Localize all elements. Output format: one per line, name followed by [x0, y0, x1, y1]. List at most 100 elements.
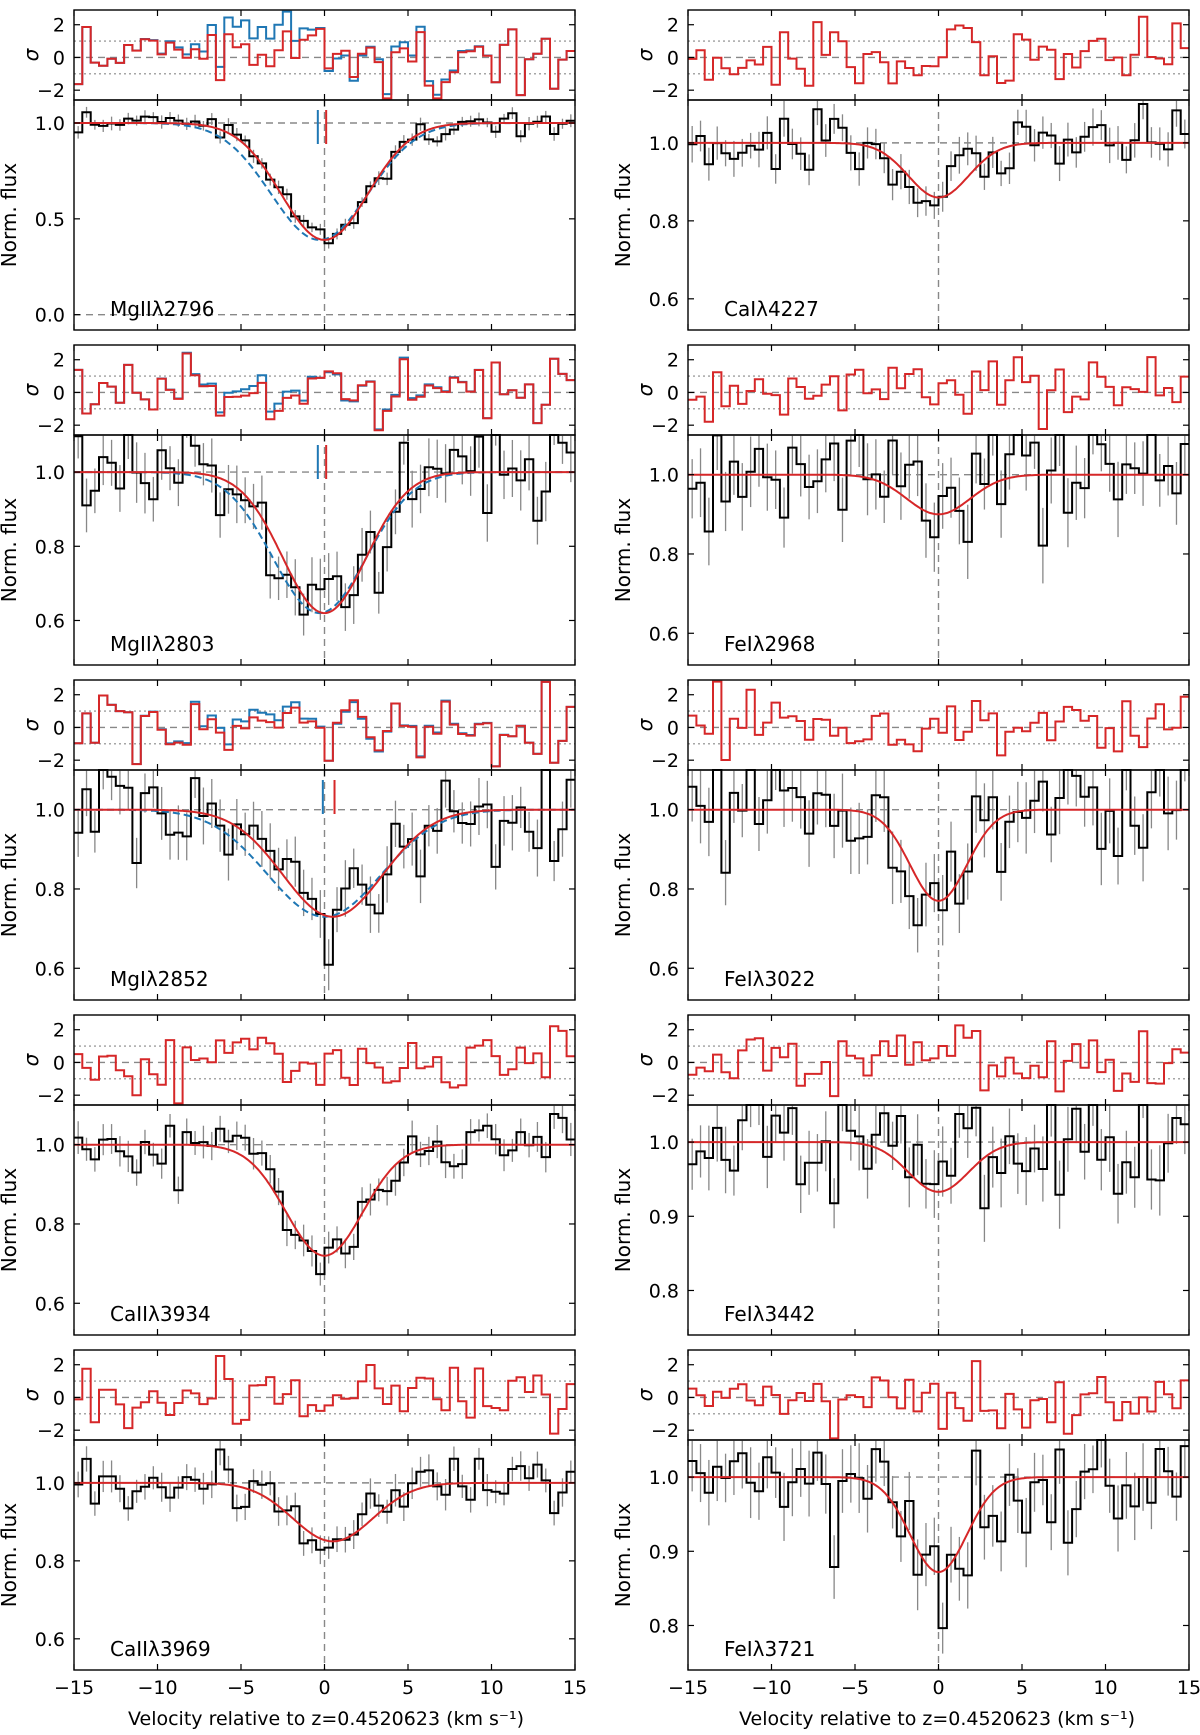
xtick-label: −15 — [668, 1677, 708, 1699]
transition-label: FeIλ3022 — [724, 967, 815, 991]
panel-4: −2 0 2σ 0.6 0.8 1.0 Norm. flux MgIλ2852 — [0, 679, 576, 1001]
transition-label: CaIIλ3934 — [110, 1302, 211, 1326]
resid-y-axis-label: σ — [633, 1387, 657, 1401]
panel-5: −2 0 2σ 0.6 0.8 1.0 Norm. flux FeIλ3022 — [611, 679, 1190, 1001]
model-blue-dashed — [74, 808, 575, 918]
resid-ytick-label: −2 — [37, 750, 65, 772]
flux-ytick-label: 1.0 — [649, 1132, 679, 1154]
model-red-fit — [74, 471, 575, 615]
flux-data-series — [688, 103, 1189, 207]
flux-ytick-label: 0.8 — [649, 1615, 679, 1637]
flux-y-axis-label: Norm. flux — [0, 163, 21, 268]
resid-ytick-label: 2 — [53, 350, 65, 372]
resid-ytick-label: −2 — [651, 80, 679, 102]
flux-ytick-label: 1.0 — [35, 113, 65, 135]
flux-y-axis-label: Norm. flux — [0, 1503, 21, 1608]
resid-red-series — [688, 1024, 1189, 1098]
xtick-label: −10 — [751, 1677, 791, 1699]
resid-y-axis-label: σ — [19, 382, 43, 396]
flux-ytick-label: 0.8 — [649, 1280, 679, 1302]
flux-ytick-label: 0.6 — [649, 958, 679, 980]
resid-red-series — [688, 15, 1189, 87]
transition-label: MgIIλ2803 — [110, 632, 214, 656]
resid-ytick-label: 0 — [53, 1052, 65, 1074]
xtick-label: −5 — [841, 1677, 869, 1699]
xtick-label: −15 — [54, 1677, 94, 1699]
resid-y-axis-label: σ — [633, 382, 657, 396]
resid-ytick-label: 2 — [667, 1355, 679, 1377]
resid-red-series — [74, 26, 575, 100]
resid-ytick-label: 2 — [667, 15, 679, 37]
resid-ytick-label: 2 — [667, 1020, 679, 1042]
resid-ytick-label: 0 — [667, 1052, 679, 1074]
x-axis-label-left: Velocity relative to z=0.4520623 (km s⁻¹… — [128, 1708, 524, 1730]
flux-data-series — [74, 434, 575, 616]
resid-y-axis-label: σ — [633, 47, 657, 61]
flux-y-axis-label: Norm. flux — [611, 498, 635, 603]
resid-ytick-label: 2 — [53, 1355, 65, 1377]
transition-label: FeIλ3721 — [724, 1637, 815, 1661]
model-red-fit — [74, 1481, 575, 1543]
xtick-label: −10 — [137, 1677, 177, 1699]
flux-ytick-label: 0.8 — [35, 1551, 65, 1573]
flux-ytick-label: 0.5 — [35, 209, 65, 231]
flux-ytick-label: 0.6 — [35, 1293, 65, 1315]
flux-data-series — [688, 1104, 1189, 1210]
flux-ytick-label: 1.0 — [649, 1467, 679, 1489]
resid-red-series — [74, 352, 575, 432]
resid-ytick-label: −2 — [37, 415, 65, 437]
flux-data-series — [74, 1113, 575, 1276]
resid-ytick-label: 2 — [667, 350, 679, 372]
flux-ytick-label: 0.9 — [649, 1206, 679, 1228]
panel-2: −2 0 2σ 0.6 0.8 1.0 Norm. flux MgIIλ2803 — [0, 344, 576, 666]
flux-ytick-label: 1.0 — [649, 133, 679, 155]
resid-ytick-label: −2 — [651, 1420, 679, 1442]
panel-7: −2 0 2σ 0.8 0.9 1.0 Norm. flux FeIλ3442 — [611, 1014, 1190, 1336]
resid-ytick-label: −2 — [37, 1085, 65, 1107]
resid-red-series — [688, 1360, 1189, 1440]
panel-1: −2 0 2σ 0.6 0.8 1.0 Norm. flux CaIλ4227 — [611, 9, 1190, 331]
resid-ytick-label: −2 — [651, 1085, 679, 1107]
resid-ytick-label: 0 — [53, 1387, 65, 1409]
flux-ytick-label: 1.0 — [649, 465, 679, 487]
transition-label: CaIλ4227 — [724, 297, 819, 321]
model-red-fit — [74, 1143, 575, 1257]
flux-ytick-label: 1.0 — [35, 1473, 65, 1495]
flux-ytick-label: 0.6 — [35, 610, 65, 632]
xtick-label: 15 — [563, 1677, 587, 1699]
panel-6: −2 0 2σ 0.6 0.8 1.0 Norm. flux CaIIλ3934 — [0, 1014, 576, 1336]
transition-label: MgIIλ2796 — [110, 297, 214, 321]
resid-y-axis-label: σ — [19, 1387, 43, 1401]
flux-ytick-label: 0.9 — [649, 1541, 679, 1563]
resid-ytick-label: −2 — [37, 80, 65, 102]
resid-ytick-label: 2 — [667, 685, 679, 707]
resid-ytick-label: −2 — [37, 1420, 65, 1442]
flux-ytick-label: 0.8 — [35, 1214, 65, 1236]
resid-y-axis-label: σ — [19, 717, 43, 731]
resid-red-series — [74, 1025, 575, 1105]
flux-ytick-label: 0.6 — [35, 1629, 65, 1651]
resid-ytick-label: −2 — [651, 415, 679, 437]
resid-ytick-label: 2 — [53, 1020, 65, 1042]
flux-data-series — [74, 1448, 575, 1551]
xtick-label: 10 — [479, 1677, 503, 1699]
resid-ytick-label: 0 — [667, 1387, 679, 1409]
model-red-fit — [688, 1476, 1189, 1574]
flux-ytick-label: 0.8 — [35, 879, 65, 901]
model-red-fit — [74, 122, 575, 241]
panel-8: −2 0 2σ 0.6 0.8 1.0 Norm. flux CaIIλ3969 −15 −10 −… — [0, 1349, 587, 1699]
resid-ytick-label: 0 — [667, 47, 679, 69]
transition-label: MgIλ2852 — [110, 967, 209, 991]
xtick-label: 0 — [318, 1677, 330, 1699]
xtick-label: 15 — [1177, 1677, 1200, 1699]
flux-y-axis-label: Norm. flux — [0, 833, 21, 938]
x-axis-label-right: Velocity relative to z=0.4520623 (km s⁻¹… — [739, 1708, 1135, 1730]
flux-y-axis-label: Norm. flux — [611, 833, 635, 938]
resid-red-series — [688, 356, 1189, 430]
flux-ytick-label: 0.6 — [649, 289, 679, 311]
transition-label: CaIIλ3969 — [110, 1637, 211, 1661]
resid-red-series — [74, 1355, 575, 1435]
resid-y-axis-label: σ — [633, 717, 657, 731]
flux-ytick-label: 0.0 — [35, 305, 65, 327]
xtick-label: 5 — [1016, 1677, 1028, 1699]
